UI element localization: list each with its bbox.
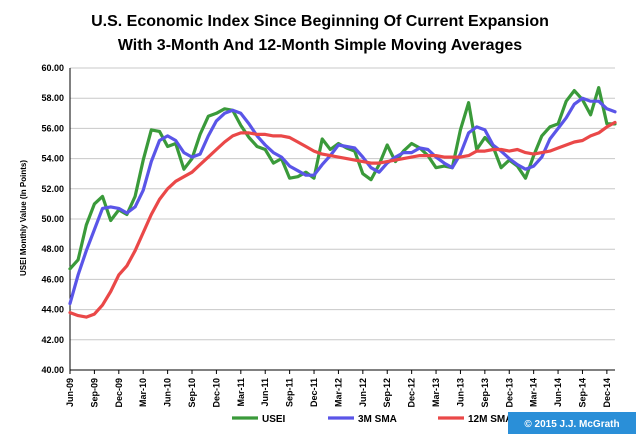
series-line-0 [68, 85, 617, 271]
x-tick-label: Jun-13 [455, 378, 465, 407]
y-tick-label: 48.00 [41, 244, 64, 254]
legend: USEI 3M SMA 12M SMA [232, 414, 512, 425]
chart-subtitle: With 3-Month And 12-Month Simple Moving … [118, 37, 522, 54]
legend-label: 3M SMA [358, 414, 397, 425]
x-tick-label: Sep-09 [89, 378, 99, 408]
y-tick-label: 56.00 [41, 123, 64, 133]
x-tick-label: Mar-10 [138, 378, 148, 407]
x-tick-label: Sep-10 [187, 378, 197, 408]
series-lines [68, 85, 617, 319]
y-tick-label: 58.00 [41, 93, 64, 103]
x-tick-label: Jun-09 [65, 378, 75, 407]
legend-label: 12M SMA [468, 414, 512, 425]
y-tick-label: 54.00 [41, 154, 64, 164]
x-tick-label: Dec-14 [602, 378, 612, 408]
x-tick-label: Jun-10 [163, 378, 173, 407]
y-tick-label: 60.00 [41, 63, 64, 73]
x-tick-label: Dec-12 [407, 378, 417, 408]
y-tick-label: 42.00 [41, 335, 64, 345]
x-tick-labels: Jun-09 Sep-09 Dec-09 Mar-10 Jun-10 Sep-10 Dec-… [65, 370, 612, 408]
x-tick-label: Sep-14 [577, 378, 587, 408]
x-tick-label: Dec-10 [211, 378, 221, 408]
y-tick-label: 40.00 [41, 365, 64, 375]
x-tick-label: Sep-13 [480, 378, 490, 408]
y-tick-label: 46.00 [41, 274, 64, 284]
x-tick-label: Jun-12 [358, 378, 368, 407]
legend-label: USEI [262, 414, 286, 425]
x-tick-label: Mar-14 [529, 378, 539, 407]
x-tick-label: Dec-13 [504, 378, 514, 408]
y-tick-label: 50.00 [41, 214, 64, 224]
x-tick-label: Mar-13 [431, 378, 441, 407]
copyright-text: © 2015 J.J. McGrath [524, 419, 619, 430]
copyright-badge: © 2015 J.J. McGrath [508, 412, 636, 434]
x-tick-label: Sep-12 [382, 378, 392, 408]
y-axis-label: USEI Monthly Value (In Points) [19, 160, 28, 276]
x-tick-label: Sep-11 [285, 378, 295, 407]
chart-title: U.S. Economic Index Since Beginning Of C… [91, 13, 549, 30]
y-tick-label: 44.00 [41, 305, 64, 315]
x-tick-label: Jun-14 [553, 378, 563, 407]
x-tick-label: Mar-11 [236, 378, 246, 407]
y-tick-labels: 40.00 42.00 44.00 46.00 48.00 50.00 52.00 54.00… [41, 63, 64, 375]
y-tick-label: 52.00 [41, 184, 64, 194]
series-line-2 [68, 120, 617, 319]
x-tick-label: Mar-12 [333, 378, 343, 407]
x-tick-label: Dec-09 [114, 378, 124, 408]
x-tick-label: Dec-11 [309, 378, 319, 407]
x-tick-label: Jun-11 [260, 378, 270, 407]
grid [70, 67, 615, 371]
copyright-background [508, 412, 636, 434]
series-line-1 [68, 96, 617, 306]
